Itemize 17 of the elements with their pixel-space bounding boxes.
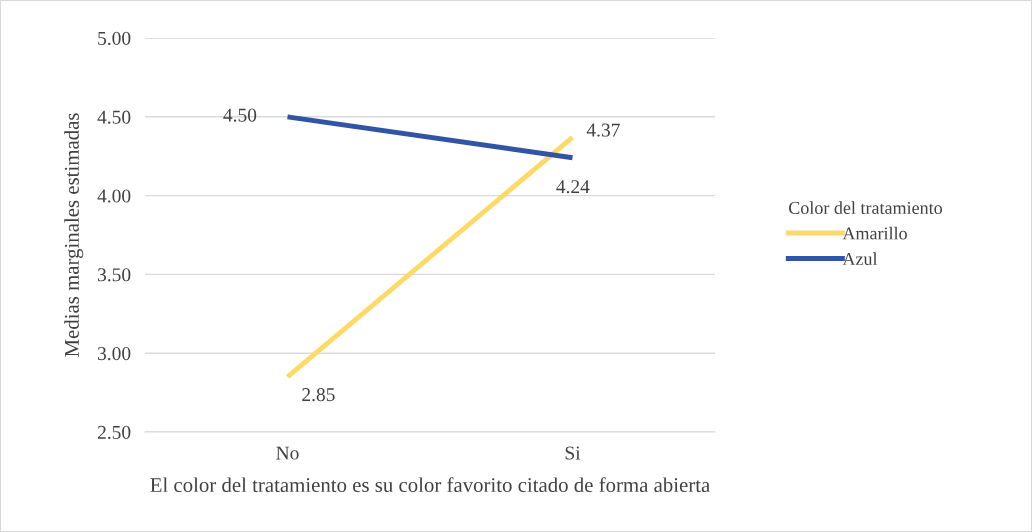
data-label: 4.37 xyxy=(586,123,620,137)
data-label: 4.24 xyxy=(556,180,590,194)
legend-label: Amarillo xyxy=(842,226,907,240)
x-tick-label: Si xyxy=(565,446,581,460)
x-axis-title: El color del tratamiento es su color favorito citado de forma abierta xyxy=(150,477,710,493)
y-tick-label: 4.00 xyxy=(97,189,131,203)
legend-title: Color del tratamiento xyxy=(788,201,942,215)
legend-label: Azul xyxy=(842,252,878,266)
data-label: 2.85 xyxy=(302,388,335,402)
y-tick-label: 3.00 xyxy=(98,347,131,361)
y-tick-label: 3.50 xyxy=(98,268,131,282)
y-tick-label: 5.00 xyxy=(98,31,131,46)
y-axis-title: Medias marginales estimadas xyxy=(64,113,84,357)
y-tick-label: 4.50 xyxy=(97,110,131,124)
data-label: 4.50 xyxy=(223,108,257,122)
x-tick-label: No xyxy=(276,446,299,460)
y-tick-label: 2.50 xyxy=(97,425,131,440)
